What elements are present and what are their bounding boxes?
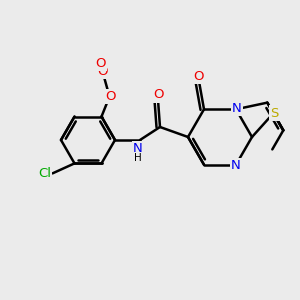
Text: N: N <box>133 142 143 155</box>
Text: O: O <box>95 57 106 70</box>
Text: Cl: Cl <box>38 167 51 180</box>
Text: O: O <box>97 65 108 78</box>
Text: S: S <box>270 107 279 120</box>
Text: N: N <box>232 102 242 115</box>
Text: O: O <box>194 70 204 83</box>
Text: O: O <box>105 90 116 103</box>
Text: N: N <box>231 159 241 172</box>
Text: O: O <box>153 88 163 101</box>
Text: H: H <box>134 153 142 163</box>
